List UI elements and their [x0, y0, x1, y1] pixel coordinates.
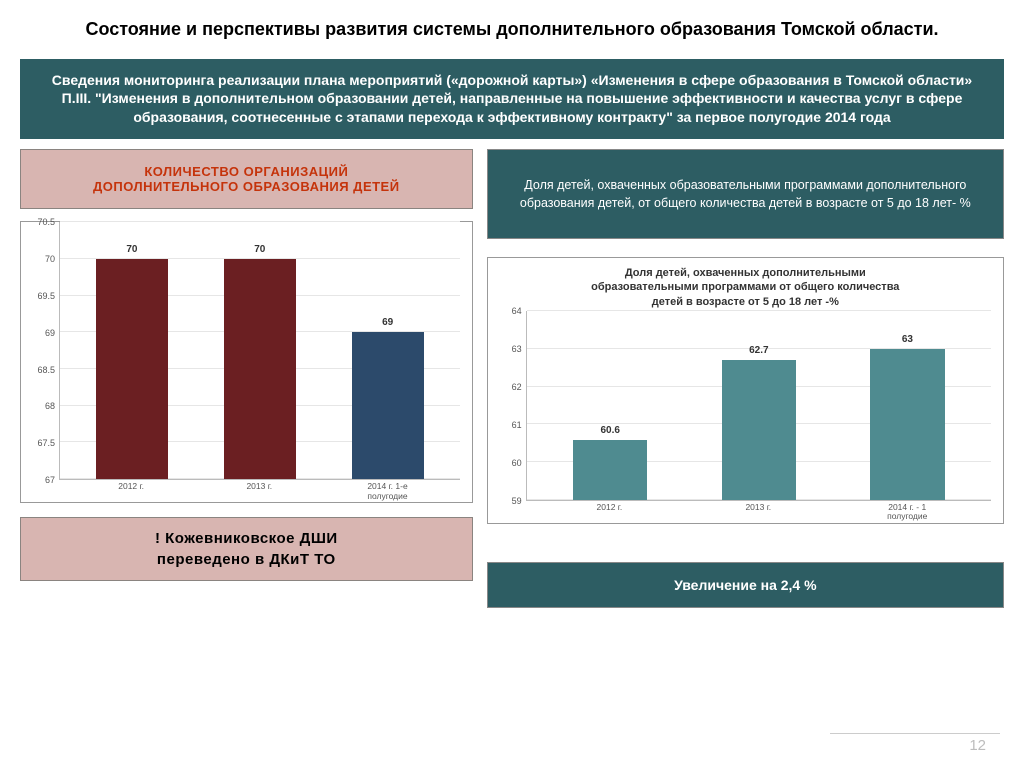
y-tick-label: 59: [512, 496, 522, 506]
right-header-box: Доля детей, охваченных образовательными …: [487, 149, 1004, 239]
right-chart-title: Доля детей, охваченных дополнительнымиоб…: [488, 258, 1003, 311]
page-number: 12: [969, 737, 986, 754]
bar-value-label: 60.6: [580, 425, 640, 436]
right-chart: 59606162636460.662.7632012 г.2013 г.2014…: [488, 311, 1003, 523]
y-tick-label: 69.5: [37, 291, 55, 301]
left-column: КОЛИЧЕСТВО ОРГАНИЗАЦИЙДОПОЛНИТЕЛЬНОГО ОБ…: [20, 149, 473, 608]
right-footer-text: Увеличение на 2,4 %: [500, 575, 991, 595]
y-tick-label: 62: [512, 382, 522, 392]
bar: [870, 349, 944, 500]
page-title: Состояние и перспективы развития системы…: [0, 0, 1024, 45]
x-tick-label: 2012 г.: [91, 482, 171, 491]
left-chart-container: 6767.56868.56969.57070.57070692012 г.201…: [20, 221, 473, 503]
y-tick-label: 70: [45, 254, 55, 264]
left-chart: 6767.56868.56969.57070.57070692012 г.201…: [21, 222, 472, 502]
y-tick-label: 60: [512, 458, 522, 468]
bar: [722, 360, 796, 500]
x-tick-label: 2012 г.: [569, 503, 649, 512]
x-tick-label: 2013 г.: [219, 482, 299, 491]
y-tick-label: 69: [45, 328, 55, 338]
y-tick-label: 68: [45, 401, 55, 411]
y-tick-label: 70.5: [37, 217, 55, 227]
footer-rule: [830, 733, 1000, 734]
y-tick-label: 63: [512, 344, 522, 354]
bar-value-label: 70: [230, 244, 290, 255]
left-header-text: КОЛИЧЕСТВО ОРГАНИЗАЦИЙДОПОЛНИТЕЛЬНОГО ОБ…: [39, 164, 454, 194]
left-footer-text: ! Кожевниковское ДШИпереведено в ДКиТ ТО: [37, 528, 456, 570]
bar-value-label: 62.7: [729, 345, 789, 356]
bar-value-label: 70: [102, 244, 162, 255]
x-tick-label: 2014 г. - 1 полугодие: [867, 503, 947, 522]
bar: [224, 259, 296, 479]
right-column: Доля детей, охваченных образовательными …: [487, 149, 1004, 608]
right-chart-container: Доля детей, охваченных дополнительнымиоб…: [487, 257, 1004, 524]
x-tick-label: 2014 г. 1-еполугодие: [348, 482, 428, 501]
y-tick-label: 67: [45, 475, 55, 485]
x-tick-label: 2013 г.: [718, 503, 798, 512]
bar: [573, 440, 647, 500]
y-tick-label: 67.5: [37, 438, 55, 448]
y-tick-label: 68.5: [37, 365, 55, 375]
y-tick-label: 61: [512, 420, 522, 430]
bar: [96, 259, 168, 479]
right-header-text: Доля детей, охваченных образовательными …: [502, 176, 989, 212]
left-footer-box: ! Кожевниковское ДШИпереведено в ДКиТ ТО: [20, 517, 473, 581]
bar-value-label: 63: [877, 334, 937, 345]
y-tick-label: 64: [512, 306, 522, 316]
right-footer-box: Увеличение на 2,4 %: [487, 562, 1004, 608]
content-columns: КОЛИЧЕСТВО ОРГАНИЗАЦИЙДОПОЛНИТЕЛЬНОГО ОБ…: [20, 149, 1004, 608]
info-banner: Сведения мониторинга реализации плана ме…: [20, 59, 1004, 140]
bar-value-label: 69: [358, 317, 418, 328]
left-header-box: КОЛИЧЕСТВО ОРГАНИЗАЦИЙДОПОЛНИТЕЛЬНОГО ОБ…: [20, 149, 473, 209]
bar: [352, 332, 424, 479]
